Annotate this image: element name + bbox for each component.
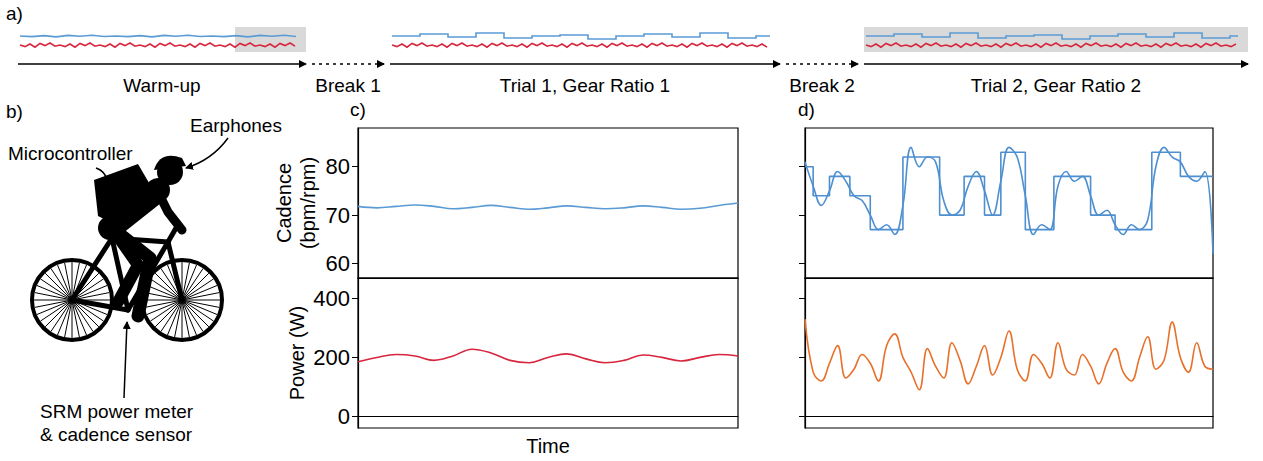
svg-text:Trial 2, Gear Ratio 2: Trial 2, Gear Ratio 2 bbox=[971, 75, 1141, 96]
svg-text:Cadence: Cadence bbox=[273, 163, 295, 243]
svg-text:b): b) bbox=[6, 101, 23, 122]
svg-text:c): c) bbox=[350, 99, 366, 120]
svg-text:0: 0 bbox=[338, 404, 350, 429]
svg-text:& cadence sensor: & cadence sensor bbox=[40, 424, 193, 445]
svg-text:400: 400 bbox=[313, 286, 350, 311]
svg-text:Warm-up: Warm-up bbox=[123, 75, 200, 96]
svg-text:70: 70 bbox=[326, 203, 350, 228]
svg-text:a): a) bbox=[6, 3, 23, 24]
svg-text:Trial 1, Gear Ratio 1: Trial 1, Gear Ratio 1 bbox=[500, 75, 670, 96]
svg-text:Microcontroller: Microcontroller bbox=[8, 143, 133, 164]
svg-text:(bpm/rpm): (bpm/rpm) bbox=[297, 157, 319, 249]
svg-text:Break 1: Break 1 bbox=[315, 75, 380, 96]
svg-text:Power (W): Power (W) bbox=[286, 306, 308, 400]
svg-text:Break 2: Break 2 bbox=[789, 75, 854, 96]
svg-text:200: 200 bbox=[313, 345, 350, 370]
svg-text:SRM power meter: SRM power meter bbox=[40, 401, 194, 422]
svg-text:Earphones: Earphones bbox=[190, 115, 282, 136]
svg-text:80: 80 bbox=[326, 154, 350, 179]
svg-text:60: 60 bbox=[326, 251, 350, 276]
svg-text:d): d) bbox=[798, 99, 815, 120]
svg-text:Time: Time bbox=[526, 435, 570, 457]
